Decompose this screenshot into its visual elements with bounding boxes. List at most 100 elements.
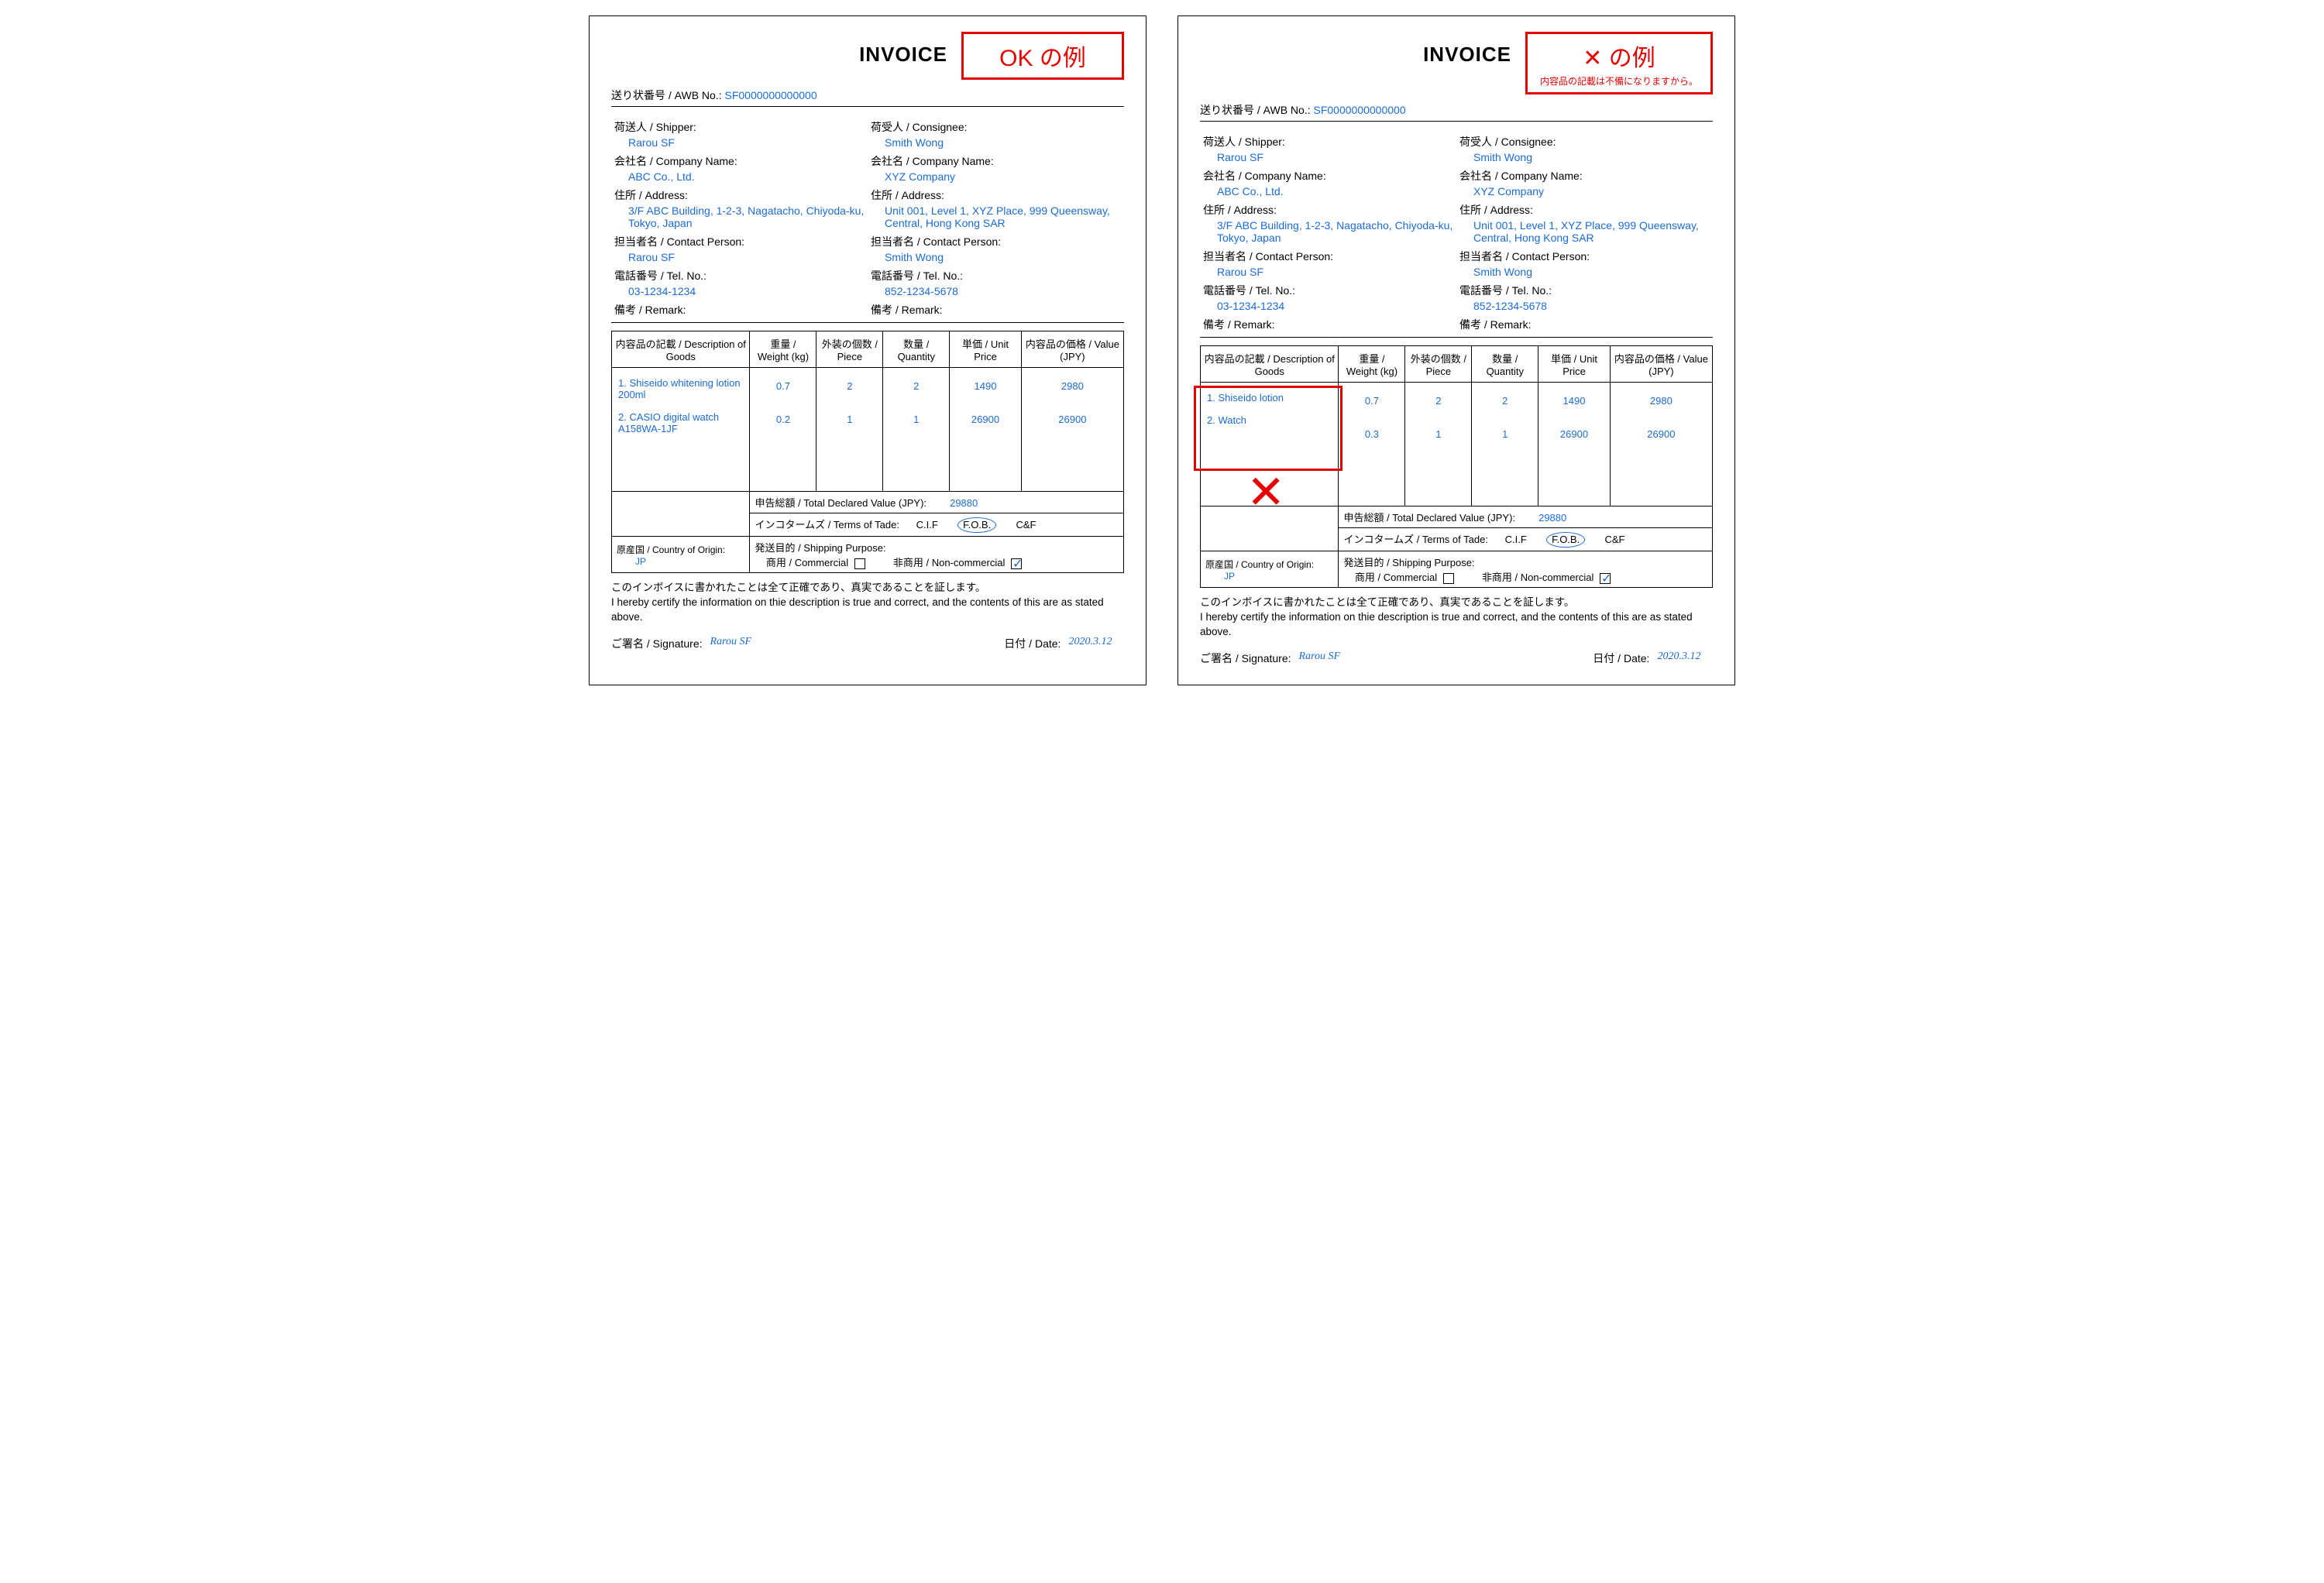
th-weight: 重量 / Weight (kg) [1339,346,1405,383]
awb-label: 送り状番号 / AWB No.: [611,89,722,101]
item-qty-1: 2 [886,380,946,392]
shipper-tel: 03-1234-1234 [628,285,865,297]
consignee-col: 荷受人 / Consignee: Smith Wong 会社名 / Compan… [868,110,1124,322]
item-desc-2: 2. Watch [1207,414,1335,426]
consignee-col: 荷受人 / Consignee: Smith Wong 会社名 / Compan… [1456,125,1713,337]
item-piece-2: 1 [1408,428,1468,440]
origin-value: JP [635,556,646,567]
address-label: 住所 / Address: [614,187,865,203]
weight-cell: 0.7 0.2 [750,368,816,492]
declared-label: 申告総額 / Total Declared Value (JPY): [1343,512,1515,524]
declared-value: 29880 [950,497,978,509]
table-row: 1. Shiseido lotion 2. Watch 0.7 0.3 2 1 … [1201,383,1713,506]
contact-label-2: 担当者名 / Contact Person: [1459,249,1710,264]
declared-label: 申告総額 / Total Declared Value (JPY): [755,497,927,509]
item-value-1: 2980 [1025,380,1120,392]
invoice-title: INVOICE [859,43,947,67]
item-weight-1: 0.7 [1342,395,1401,407]
incoterm-cf: C&F [1605,534,1625,545]
incoterms-label: インコタームズ / Terms of Tade: [1343,534,1487,545]
item-value-1: 2980 [1614,395,1709,407]
date-label: 日付 / Date: [1593,651,1649,666]
item-qty-2: 1 [1475,428,1535,440]
awb-row: 送り状番号 / AWB No.: SF0000000000000 [1200,102,1713,122]
origin-label: 原産国 / Country of Origin: [1205,559,1314,570]
commercial-checkbox [1443,573,1454,584]
item-desc-1: 1. Shiseido lotion [1207,392,1335,403]
awb-value: SF0000000000000 [725,89,817,101]
remark-label: 備考 / Remark: [614,302,865,318]
consignee-tel: 852-1234-5678 [1473,300,1710,312]
shipper-tel: 03-1234-1234 [1217,300,1453,312]
th-qty: 数量 / Quantity [1472,346,1538,383]
empty-under-desc [612,492,750,537]
consignee-name: Smith Wong [1473,151,1710,163]
consignee-label: 荷受人 / Consignee: [871,119,1121,135]
date-label: 日付 / Date: [1004,636,1061,651]
contact-label-2: 担当者名 / Contact Person: [871,234,1121,249]
tel-label-2: 電話番号 / Tel. No.: [871,268,1121,283]
awb-row: 送り状番号 / AWB No.: SF0000000000000 [611,88,1124,107]
stamp-ok: OK の例 [961,32,1124,80]
th-desc: 内容品の記載 / Description of Goods [612,331,750,368]
parties: 荷送人 / Shipper: Rarou SF 会社名 / Company Na… [611,110,1124,323]
consignee-label: 荷受人 / Consignee: [1459,134,1710,149]
shipper-address: 3/F ABC Building, 1-2-3, Nagatacho, Chiy… [1217,219,1453,244]
purpose-label: 発送目的 / Shipping Purpose: [755,542,885,554]
th-desc: 内容品の記載 / Description of Goods [1201,346,1339,383]
signature-label: ご署名 / Signature: [611,636,703,651]
remark-label-2: 備考 / Remark: [871,302,1121,318]
consignee-name: Smith Wong [885,136,1121,149]
piece-cell: 2 1 [816,368,883,492]
address-label-2: 住所 / Address: [1459,202,1710,218]
consignee-address: Unit 001, Level 1, XYZ Place, 999 Queens… [885,204,1121,229]
shipper-label: 荷送人 / Shipper: [1203,134,1453,149]
cert-en: I hereby certify the information on thie… [611,596,1124,625]
tel-label: 電話番号 / Tel. No.: [1203,283,1453,298]
purpose-commercial: 商用 / Commercial [1355,572,1437,583]
shipper-contact: Rarou SF [1217,266,1453,278]
consignee-contact: Smith Wong [885,251,1121,263]
origin-cell: 原産国 / Country of Origin: JP [1201,551,1339,588]
th-value: 内容品の価格 / Value (JPY) [1021,331,1123,368]
awb-label: 送り状番号 / AWB No.: [1200,104,1311,116]
company-label-2: 会社名 / Company Name: [1459,168,1710,184]
address-label-2: 住所 / Address: [871,187,1121,203]
item-piece-1: 2 [1408,395,1468,407]
remark-label-2: 備考 / Remark: [1459,317,1710,332]
tel-label: 電話番号 / Tel. No.: [614,268,865,283]
origin-value: JP [1224,571,1235,582]
invoice-ng: INVOICE ✕ の例 内容品の記載は不備になりますから。 送り状番号 / A… [1177,15,1735,685]
incoterm-fob-selected: F.O.B. [957,517,996,533]
header-row: INVOICE ✕ の例 内容品の記載は不備になりますから。 [1200,32,1713,94]
item-value-2: 26900 [1614,428,1709,440]
incoterms-label: インコタームズ / Terms of Tade: [755,519,899,531]
stamp-ng-sub: 内容品の記載は不備になりますから。 [1540,74,1698,88]
cert-en: I hereby certify the information on thie… [1200,610,1713,640]
consignee-company: XYZ Company [1473,185,1710,197]
th-unit: 単価 / Unit Price [950,331,1022,368]
qty-cell: 2 1 [1472,383,1538,506]
bottom-block: 申告総額 / Total Declared Value (JPY): 29880… [1200,506,1713,588]
company-label: 会社名 / Company Name: [614,153,865,169]
th-qty: 数量 / Quantity [883,331,950,368]
awb-value: SF0000000000000 [1314,104,1406,116]
purpose-cell: 発送目的 / Shipping Purpose: 商用 / Commercial… [750,537,1124,573]
tel-label-2: 電話番号 / Tel. No.: [1459,283,1710,298]
signature-row: ご署名 / Signature: Rarou SF 日付 / Date: 202… [611,636,1124,651]
noncommercial-checkbox [1011,558,1022,569]
declared-row: 申告総額 / Total Declared Value (JPY): 29880 [1339,506,1713,528]
item-unit-1: 1490 [953,380,1018,392]
remark-label: 備考 / Remark: [1203,317,1453,332]
shipper-name: Rarou SF [628,136,865,149]
incoterm-cif: C.I.F [1505,534,1527,545]
consignee-tel: 852-1234-5678 [885,285,1121,297]
invoice-ok: INVOICE OK の例 送り状番号 / AWB No.: SF0000000… [589,15,1147,685]
incoterm-cif: C.I.F [916,519,938,531]
signature-value: Rarou SF [710,636,752,651]
shipper-company: ABC Co., Ltd. [628,170,865,183]
item-desc-2: 2. CASIO digital watch A158WA-1JF [618,411,746,434]
cert-jp: このインボイスに書かれたことは全て正確であり、真実であることを証します。 [611,581,1124,596]
piece-cell: 2 1 [1405,383,1472,506]
incoterms-row: インコタームズ / Terms of Tade: C.I.F F.O.B. C&… [750,513,1124,537]
